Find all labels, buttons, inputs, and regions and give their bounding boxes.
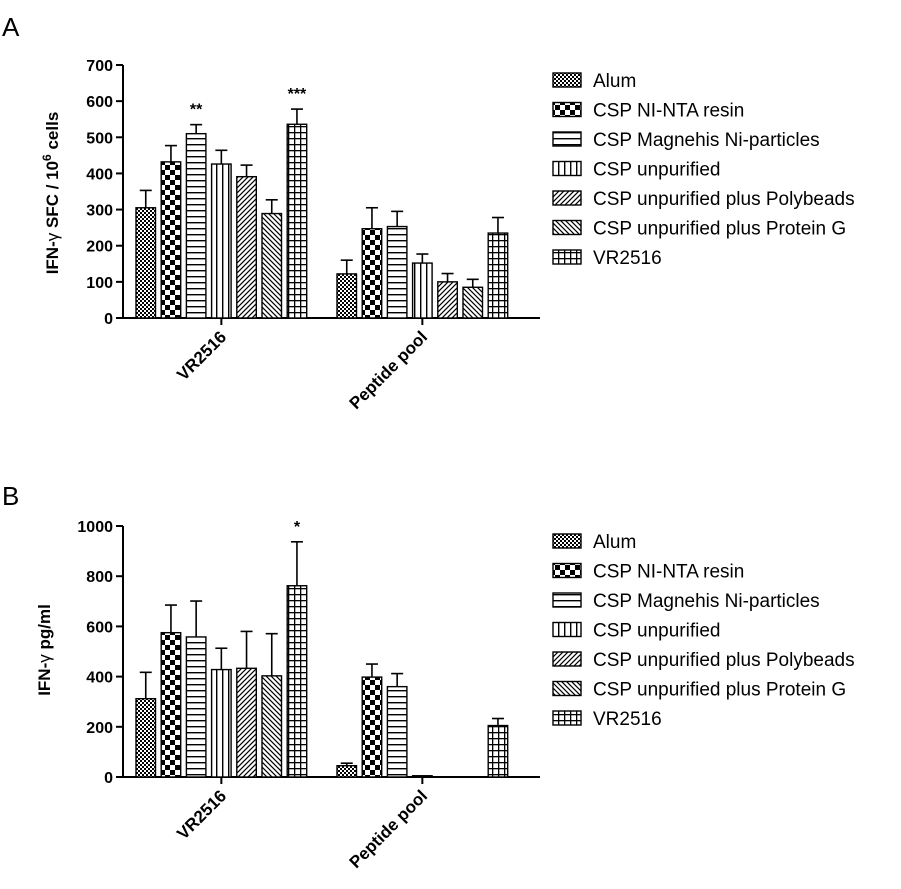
legend-swatch [552, 101, 582, 118]
bar [135, 207, 157, 319]
x-tick-label: VR2516 [173, 327, 230, 384]
bar [437, 281, 458, 319]
y-tick-label: 600 [86, 94, 113, 111]
bar [160, 631, 182, 778]
legend-swatch [552, 219, 582, 236]
legend-label: CSP Magnehis Ni-particles [593, 591, 820, 612]
legend-label: VR2516 [593, 709, 662, 730]
legend-swatch [552, 72, 582, 88]
bar [135, 697, 157, 778]
y-axis-label: IFN-γ pg/ml [35, 604, 54, 696]
y-tick-label: 0 [104, 770, 113, 787]
panel-label-b: B [2, 481, 19, 511]
legend-label: CSP unpurified plus Protein G [593, 680, 846, 701]
bar [386, 685, 408, 778]
bar [210, 163, 232, 319]
legend-label: CSP unpurified plus Polybeads [593, 189, 855, 210]
legend-label: CSP NI-NTA resin [593, 101, 744, 122]
bar [236, 175, 258, 319]
legend-swatch [552, 710, 582, 726]
legend-label: CSP unpurified plus Polybeads [593, 650, 855, 671]
legend-swatch [552, 592, 582, 608]
chart-panel-a: 0 100 200 300 400 500 600 700 IFN-γ SFC / 106 ce… [40, 58, 855, 413]
bar [336, 765, 358, 778]
legend-label: CSP NI-NTA resin [593, 562, 744, 583]
y-tick-label: 300 [86, 203, 113, 220]
bar [361, 676, 383, 778]
legend-label: Alum [593, 71, 636, 92]
y-tick-label: 200 [86, 239, 113, 256]
legend-swatch [552, 533, 582, 549]
y-tick-label: 100 [86, 275, 113, 292]
significance-label: ** [190, 102, 203, 119]
bar [236, 667, 258, 778]
x-tick-label: VR2516 [173, 786, 230, 843]
significance-label: *** [288, 86, 307, 103]
y-tick-label: 1000 [77, 519, 113, 536]
chart-panel-b: 0 200 400 600 800 1000 IFN-γ pg/ml VR2516 Peptid… [35, 519, 855, 872]
x-tick-label: Peptide pool [346, 786, 432, 872]
bar [185, 132, 207, 319]
legend-label: CSP unpurified [593, 621, 720, 642]
legend-swatch [552, 680, 582, 697]
bar [386, 225, 408, 319]
legend-label: CSP unpurified plus Protein G [593, 219, 846, 240]
legend-label: CSP Magnehis Ni-particles [593, 130, 820, 151]
legend-swatch [552, 562, 582, 579]
legend-swatch [552, 621, 582, 638]
bar [361, 228, 383, 319]
y-axis-label: IFN-γ SFC / 106 cells [40, 112, 62, 275]
bar [286, 123, 308, 319]
bar [185, 636, 207, 778]
y-tick-label: 600 [86, 619, 113, 636]
legend-swatch [552, 190, 582, 206]
legend-swatch [552, 651, 582, 667]
bar [487, 232, 509, 319]
y-tick-label: 400 [86, 166, 113, 183]
legend-swatch [552, 160, 582, 177]
x-tick-label: Peptide pool [346, 327, 432, 413]
bar [411, 775, 433, 778]
bar [411, 262, 433, 319]
y-tick-label: 0 [104, 311, 113, 328]
bar [261, 675, 283, 778]
significance-label: * [294, 519, 301, 536]
panel-label-a: A [2, 12, 20, 42]
legend-label: VR2516 [593, 248, 662, 269]
bar [286, 585, 308, 778]
y-tick-label: 500 [86, 130, 113, 147]
legend-label: CSP unpurified [593, 160, 720, 181]
legend-label: Alum [593, 532, 636, 553]
y-tick-label: 800 [86, 569, 113, 586]
bar [261, 212, 283, 319]
y-tick-label: 700 [86, 58, 113, 75]
legend-swatch [552, 249, 582, 265]
bar [210, 668, 232, 778]
y-tick-label: 200 [86, 720, 113, 737]
bar [160, 161, 182, 319]
bar [336, 273, 358, 319]
bar [487, 724, 509, 778]
legend-swatch [552, 131, 582, 147]
bar [462, 286, 484, 319]
y-tick-label: 400 [86, 670, 113, 687]
